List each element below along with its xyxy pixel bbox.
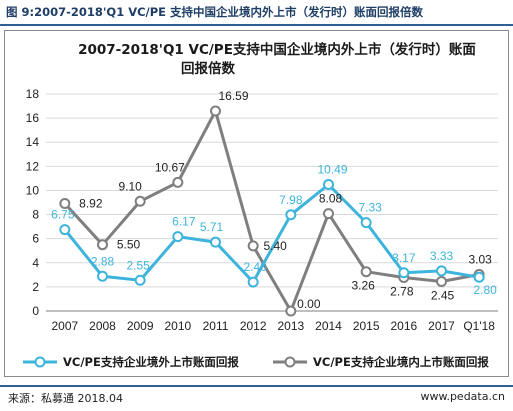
- line-chart: 2007-2018'Q1 VC/PE支持中国企业境内外上市（发行时）账面 回报倍…: [23, 41, 498, 369]
- data-label-domestic-1: 5.50: [117, 238, 141, 252]
- point-overseas-2: [134, 274, 146, 286]
- figure-footer: 来源：私募通 2018.04 www.pedata.cn: [0, 385, 513, 407]
- x-tick-label-1: 2008: [89, 319, 116, 333]
- data-label-domestic-10: 2.45: [431, 288, 455, 302]
- point-domestic-1: [97, 239, 108, 251]
- y-axis: 0 2 4 6 8 10 12 14 16 18: [26, 87, 40, 318]
- point-overseas-3: [172, 231, 184, 243]
- point-overseas-7: [323, 179, 334, 191]
- data-label-domestic-11: 3.03: [468, 252, 492, 266]
- website-link[interactable]: www.pedata.cn: [420, 390, 505, 403]
- data-label-overseas-8: 7.33: [358, 201, 382, 215]
- point-domestic-2: [134, 195, 146, 207]
- y-tick-label-4: 4: [32, 256, 39, 270]
- y-tick-label-8: 8: [32, 208, 39, 222]
- series-group: [59, 105, 485, 317]
- x-tick-label-2: 2009: [127, 319, 154, 333]
- point-domestic-4: [210, 105, 221, 117]
- x-tick-label-11: Q1'18: [463, 319, 495, 333]
- data-label-overseas-3: 6.17: [172, 215, 196, 229]
- data-label-overseas-10: 3.33: [430, 249, 454, 263]
- point-overseas-1: [97, 270, 108, 282]
- x-tick-label-10: 2017: [428, 319, 455, 333]
- point-overseas-9: [398, 267, 410, 279]
- point-domestic-0: [59, 197, 71, 209]
- chart-title-line-2: 回报倍数: [181, 60, 235, 77]
- point-domestic-10: [436, 275, 447, 287]
- data-label-overseas-9: 3.17: [392, 251, 416, 265]
- x-tick-label-3: 2010: [164, 319, 191, 333]
- data-label-overseas-2: 2.55: [126, 258, 150, 272]
- data-label-overseas-1: 2.88: [91, 254, 115, 268]
- x-tick-label-9: 2016: [390, 319, 417, 333]
- legend-label-overseas: VC/PE支持企业境外上市账面回报: [63, 355, 239, 369]
- point-overseas-0: [59, 224, 71, 236]
- data-label-domestic-6: 0.00: [297, 297, 321, 311]
- legend-item-domestic: VC/PE支持企业境内上市账面回报: [273, 355, 489, 369]
- data-label-overseas-7: 10.49: [317, 163, 347, 177]
- y-tick-label-12: 12: [26, 159, 40, 173]
- source-note: 来源：私募通 2018.04: [8, 392, 123, 405]
- data-label-overseas-6: 7.98: [279, 193, 303, 207]
- point-domestic-6: [285, 305, 297, 317]
- data-label-domestic-5: 5.40: [263, 239, 287, 253]
- series-line-overseas: [63, 183, 480, 284]
- point-domestic-8: [360, 266, 372, 278]
- data-label-domestic-4: 16.59: [218, 89, 248, 103]
- point-overseas-10: [436, 265, 447, 277]
- data-label-domestic-9: 2.78: [390, 284, 414, 298]
- legend-label-domestic: VC/PE支持企业境内上市账面回报: [313, 355, 489, 369]
- legend-swatch-marker-domestic: [284, 356, 296, 368]
- x-tick-label-8: 2015: [353, 319, 380, 333]
- data-labels: 6.75 2.88 2.55 6.17 5.71 2.40 7.98 10.49 7.33 3.1…: [51, 89, 497, 311]
- data-label-domestic-3: 10.67: [155, 160, 185, 174]
- data-label-overseas-11: 2.80: [473, 283, 497, 297]
- y-tick-label-2: 2: [32, 280, 39, 294]
- chart-title: 2007-2018'Q1 VC/PE支持中国企业境内外上市（发行时）账面 回报倍…: [78, 41, 476, 77]
- y-tick-label-6: 6: [32, 232, 39, 246]
- y-tick-label-18: 18: [26, 87, 40, 101]
- legend-swatch-marker-overseas: [34, 356, 46, 368]
- figure-caption: 图 9:2007-2018'Q1 VC/PE 支持中国企业境内外上市（发行时）账…: [0, 0, 513, 26]
- y-tick-label-0: 0: [32, 304, 39, 318]
- point-overseas-11: [473, 271, 485, 283]
- legend-item-overseas: VC/PE支持企业境外上市账面回报: [23, 355, 239, 369]
- chart-frame: 2007-2018'Q1 VC/PE支持中国企业境内外上市（发行时）账面 回报倍…: [4, 30, 509, 377]
- x-axis: 2007 2008 2009 2010 2011 2012 2013 2014 2015 2016…: [46, 310, 498, 333]
- y-tick-label-14: 14: [26, 135, 40, 149]
- data-label-overseas-5: 2.40: [243, 260, 267, 274]
- point-overseas-4: [210, 236, 221, 248]
- data-label-domestic-7: 8.08: [319, 192, 343, 206]
- x-tick-label-6: 2013: [277, 319, 304, 333]
- gridlines: [46, 93, 498, 288]
- data-label-domestic-0: 8.92: [79, 196, 103, 210]
- x-tick-label-4: 2011: [203, 319, 229, 333]
- point-overseas-6: [285, 209, 297, 221]
- x-tick-label-7: 2014: [315, 319, 342, 333]
- data-label-domestic-2: 9.10: [118, 179, 142, 193]
- legend: VC/PE支持企业境外上市账面回报 VC/PE支持企业境内上市账面回报: [23, 355, 489, 369]
- point-overseas-5: [247, 276, 259, 288]
- data-label-overseas-4: 5.71: [200, 220, 224, 234]
- data-label-overseas-0: 6.75: [51, 208, 75, 222]
- data-label-domestic-8: 3.26: [351, 279, 375, 293]
- point-domestic-3: [172, 176, 184, 188]
- point-overseas-8: [360, 217, 372, 229]
- point-domestic-5: [247, 240, 259, 252]
- point-domestic-7: [323, 208, 334, 220]
- chart-title-line-1: 2007-2018'Q1 VC/PE支持中国企业境内外上市（发行时）账面: [78, 41, 476, 58]
- x-tick-label-5: 2012: [240, 319, 267, 333]
- series-line-domestic: [63, 109, 480, 313]
- y-tick-label-10: 10: [26, 183, 40, 197]
- x-tick-label-0: 2007: [51, 319, 78, 333]
- y-tick-label-16: 16: [26, 111, 40, 125]
